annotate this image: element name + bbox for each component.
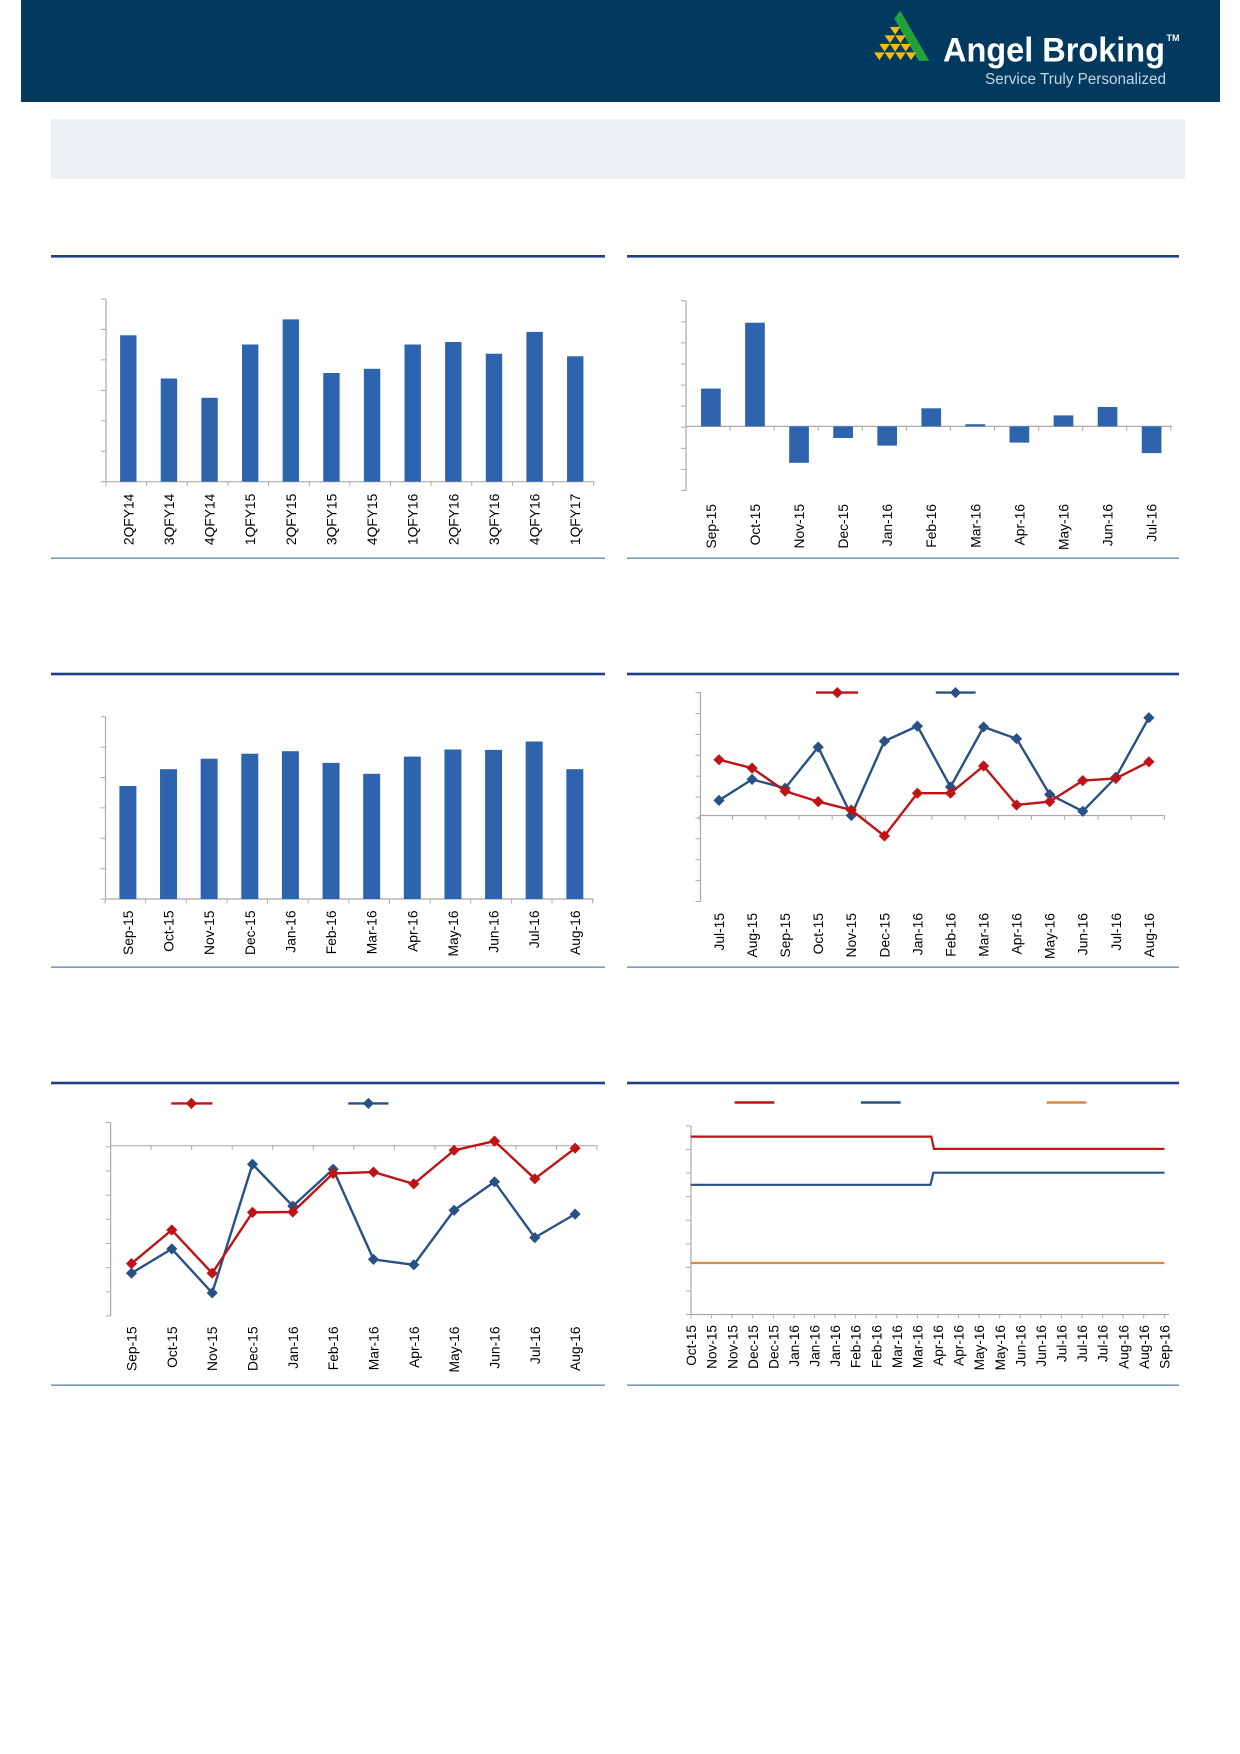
svg-text:Feb-16: Feb-16 [924, 504, 939, 548]
svg-text:Feb-16: Feb-16 [324, 910, 339, 954]
svg-text:Mar-16: Mar-16 [977, 913, 992, 957]
svg-text:Jun-16: Jun-16 [1101, 504, 1116, 547]
svg-text:Angel Broking: Angel Broking [943, 32, 1165, 70]
svg-text:Aug-16: Aug-16 [1137, 1325, 1152, 1369]
svg-text:Apr-16: Apr-16 [405, 910, 420, 952]
svg-text:Jan-16: Jan-16 [910, 913, 925, 956]
svg-text:Oct-15: Oct-15 [684, 1325, 699, 1366]
svg-text:Dec-15: Dec-15 [877, 913, 892, 958]
svg-text:Apr-16: Apr-16 [1012, 504, 1027, 546]
svg-text:Mar-16: Mar-16 [890, 1325, 905, 1368]
svg-text:Jun-16: Jun-16 [1034, 1325, 1049, 1367]
svg-text:Mar-16: Mar-16 [366, 1326, 381, 1370]
svg-text:Mar-16: Mar-16 [365, 910, 380, 954]
svg-text:Jan-16: Jan-16 [283, 910, 298, 953]
svg-text:Aug-15: Aug-15 [745, 913, 760, 958]
svg-text:Oct-15: Oct-15 [165, 1326, 180, 1368]
svg-text:2QFY15: 2QFY15 [284, 493, 299, 545]
svg-text:Feb-16: Feb-16 [869, 1325, 884, 1368]
svg-text:Service Truly Personalized: Service Truly Personalized [985, 71, 1166, 88]
svg-text:Dec-15: Dec-15 [243, 910, 258, 955]
svg-text:Aug-16: Aug-16 [1116, 1325, 1131, 1369]
svg-text:3QFY16: 3QFY16 [487, 493, 502, 545]
svg-text:Nov-15: Nov-15 [205, 1326, 220, 1371]
svg-text:Dec-15: Dec-15 [246, 1326, 261, 1371]
svg-text:Jul-16: Jul-16 [1145, 504, 1160, 542]
svg-text:4QFY15: 4QFY15 [365, 493, 380, 545]
svg-text:Aug-16: Aug-16 [1142, 913, 1157, 958]
svg-text:May-16: May-16 [972, 1325, 987, 1370]
svg-text:Nov-15: Nov-15 [725, 1325, 740, 1369]
svg-text:Jul-15: Jul-15 [712, 913, 727, 951]
svg-text:3QFY14: 3QFY14 [162, 493, 177, 545]
svg-text:Feb-16: Feb-16 [326, 1326, 341, 1370]
svg-text:Apr-16: Apr-16 [1010, 913, 1025, 955]
svg-text:Jul-16: Jul-16 [1096, 1325, 1111, 1362]
svg-text:Jun-16: Jun-16 [487, 910, 502, 953]
svg-text:Sep-15: Sep-15 [121, 910, 136, 955]
svg-text:Sep-15: Sep-15 [125, 1326, 140, 1371]
svg-text:1QFY16: 1QFY16 [406, 493, 421, 545]
svg-text:1QFY17: 1QFY17 [568, 494, 583, 545]
svg-text:Aug-16: Aug-16 [568, 1326, 583, 1371]
svg-text:Jul-16: Jul-16 [1055, 1325, 1070, 1362]
svg-text:May-16: May-16 [1043, 913, 1058, 959]
svg-text:Jul-16: Jul-16 [528, 1326, 543, 1364]
svg-text:Dec-15: Dec-15 [766, 1325, 781, 1369]
svg-text:Jul-16: Jul-16 [1075, 1325, 1090, 1362]
svg-text:Jan-16: Jan-16 [286, 1326, 301, 1369]
svg-text:Oct-15: Oct-15 [162, 910, 177, 952]
svg-text:May-16: May-16 [446, 910, 461, 956]
svg-text:Dec-15: Dec-15 [836, 504, 851, 549]
svg-text:Jun-16: Jun-16 [487, 1326, 502, 1369]
svg-text:Aug-16: Aug-16 [568, 910, 583, 955]
svg-text:May-16: May-16 [1056, 504, 1071, 550]
svg-text:Apr-16: Apr-16 [952, 1325, 967, 1366]
svg-text:May-16: May-16 [447, 1326, 462, 1372]
svg-text:Jul-16: Jul-16 [1109, 913, 1124, 951]
svg-text:Oct-15: Oct-15 [811, 913, 826, 955]
svg-text:1QFY15: 1QFY15 [243, 493, 258, 545]
svg-text:Feb-16: Feb-16 [849, 1325, 864, 1368]
svg-text:Nov-15: Nov-15 [844, 913, 859, 958]
svg-text:4QFY16: 4QFY16 [528, 493, 543, 545]
svg-text:Sep-15: Sep-15 [778, 913, 793, 958]
svg-text:May-16: May-16 [993, 1325, 1008, 1370]
svg-text:2QFY14: 2QFY14 [121, 493, 136, 545]
svg-text:2QFY16: 2QFY16 [446, 493, 461, 545]
svg-text:4QFY14: 4QFY14 [203, 493, 218, 545]
svg-text:Apr-16: Apr-16 [931, 1325, 946, 1366]
svg-text:Mar-16: Mar-16 [968, 504, 983, 548]
svg-text:Jan-16: Jan-16 [787, 1325, 802, 1367]
svg-text:Jan-16: Jan-16 [808, 1325, 823, 1367]
svg-text:Jun-16: Jun-16 [1013, 1325, 1028, 1367]
svg-text:Apr-16: Apr-16 [407, 1326, 422, 1368]
svg-text:Nov-15: Nov-15 [202, 910, 217, 955]
svg-text:Jan-16: Jan-16 [828, 1325, 843, 1367]
svg-text:3QFY15: 3QFY15 [324, 493, 339, 545]
svg-text:Nov-15: Nov-15 [792, 504, 807, 549]
svg-text:Sep-15: Sep-15 [704, 504, 719, 549]
svg-text:Nov-15: Nov-15 [705, 1325, 720, 1369]
svg-text:Sep-16: Sep-16 [1157, 1325, 1172, 1369]
svg-text:Jan-16: Jan-16 [880, 504, 895, 547]
svg-text:TM: TM [1167, 33, 1180, 43]
svg-text:Oct-15: Oct-15 [748, 504, 763, 546]
svg-text:Jul-16: Jul-16 [527, 910, 542, 948]
svg-text:Feb-16: Feb-16 [944, 913, 959, 957]
svg-text:Dec-15: Dec-15 [746, 1325, 761, 1369]
svg-text:Mar-16: Mar-16 [911, 1325, 926, 1368]
svg-text:Jun-16: Jun-16 [1076, 913, 1091, 956]
